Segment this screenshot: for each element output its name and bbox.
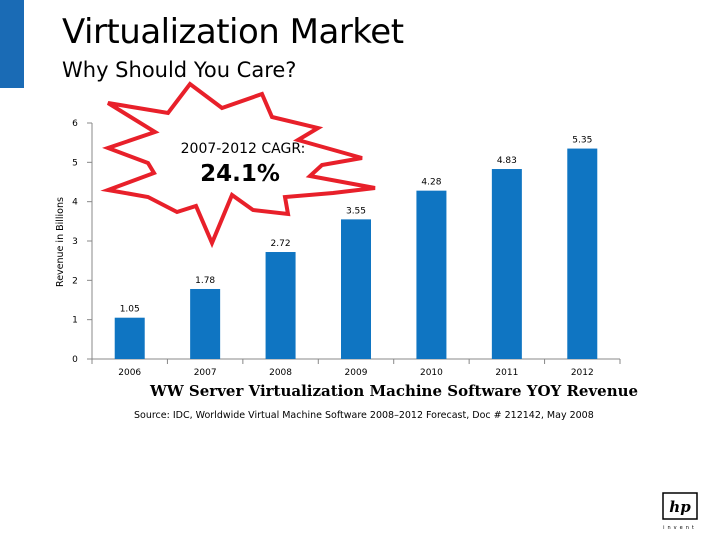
x-tick-label: 2007 — [194, 368, 217, 378]
x-tick-label: 2010 — [420, 368, 443, 378]
bar-value-label: 1.78 — [195, 276, 215, 286]
bar-2007 — [190, 288, 221, 359]
starburst-shape — [100, 81, 376, 249]
bar-2006 — [114, 317, 145, 359]
y-tick-label: 0 — [72, 355, 78, 365]
y-axis-label: Revenue in Billions — [55, 197, 66, 287]
y-tick-label: 5 — [72, 158, 78, 168]
chart-caption: WW Server Virtualization Machine Softwar… — [150, 382, 639, 400]
bar-2012 — [567, 148, 598, 359]
bar-2011 — [491, 169, 522, 359]
slide-subtitle: Why Should You Care? — [62, 58, 297, 82]
svg-text:hp: hp — [669, 498, 691, 516]
x-tick-label: 2008 — [269, 368, 292, 378]
bar-value-label: 4.83 — [497, 156, 517, 166]
slide-title: Virtualization Market — [62, 12, 404, 52]
y-tick-label: 4 — [72, 198, 78, 208]
chart-bars — [114, 148, 598, 359]
y-tick-label: 3 — [72, 237, 78, 247]
x-tick-label: 2011 — [495, 368, 518, 378]
bar-value-label: 1.05 — [120, 305, 140, 315]
chart-labels: 1.05 2006 1.78 2007 2.72 2008 3.55 2009 4.28 2010… — [118, 136, 593, 378]
bar-value-label: 2.72 — [271, 239, 291, 249]
accent-bar — [0, 0, 24, 88]
y-tick-label: 1 — [72, 316, 78, 326]
bar-2008 — [265, 252, 296, 359]
source-note: Source: IDC, Worldwide Virtual Machine S… — [134, 410, 594, 421]
y-tick-label: 6 — [72, 119, 78, 129]
chart-axes: 0 1 2 3 4 5 6 Revenue in Billions — [55, 119, 621, 365]
x-tick-label: 2009 — [345, 368, 368, 378]
bar-value-label: 5.35 — [572, 136, 592, 146]
hp-logo: hp invent — [662, 492, 698, 531]
x-tick-label: 2012 — [571, 368, 594, 378]
svg-text:invent: invent — [663, 525, 697, 531]
bar-2009 — [341, 219, 371, 359]
cagr-callout: 2007-2012 CAGR: 24.1% — [100, 81, 376, 249]
cagr-value: 24.1% — [200, 161, 280, 187]
bar-value-label: 3.55 — [346, 206, 366, 216]
x-tick-label: 2006 — [118, 368, 141, 378]
bar-2010 — [416, 190, 447, 359]
bar-value-label: 4.28 — [421, 178, 441, 188]
cagr-label: 2007-2012 CAGR: — [181, 141, 306, 157]
y-tick-label: 2 — [72, 276, 78, 286]
